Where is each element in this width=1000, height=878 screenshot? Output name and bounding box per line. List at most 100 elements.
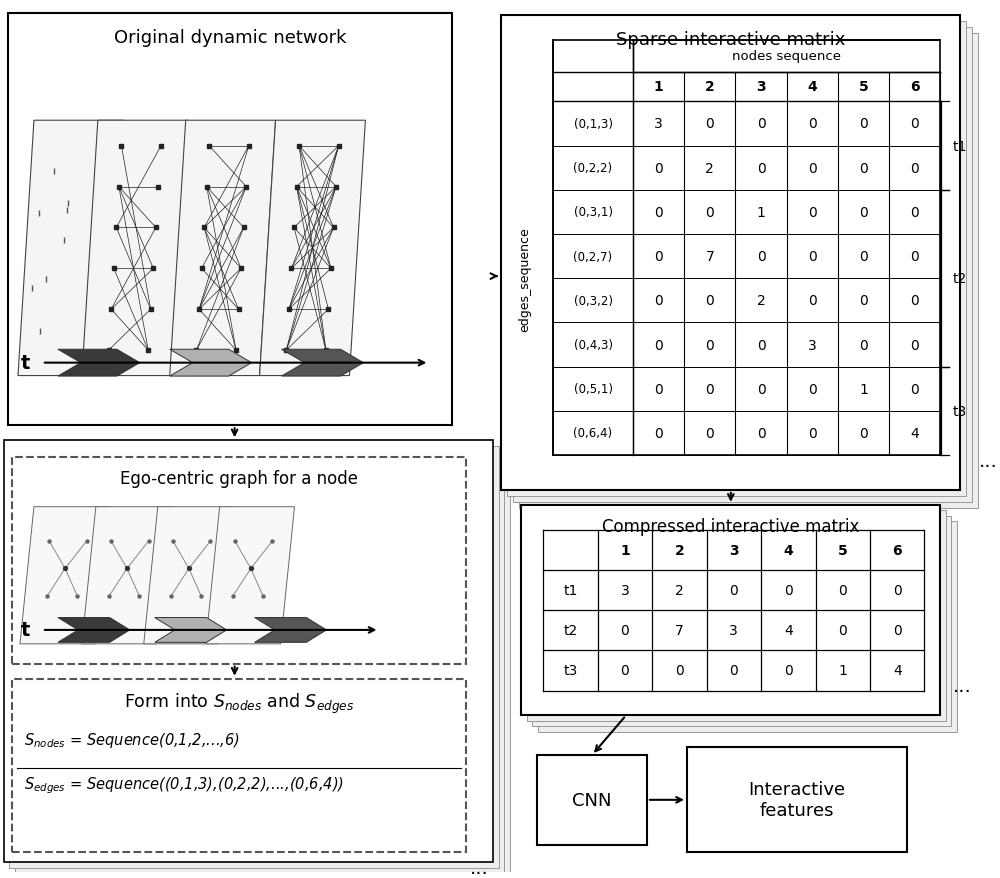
Text: 0: 0 [705,205,714,220]
FancyBboxPatch shape [519,33,978,508]
Text: 4: 4 [893,664,902,678]
Text: (0,5,1): (0,5,1) [574,383,613,396]
Text: 0: 0 [910,338,919,352]
Text: 0: 0 [784,583,793,597]
Text: t2: t2 [563,623,577,637]
Text: 0: 0 [808,382,817,396]
FancyBboxPatch shape [521,505,940,716]
Text: 0: 0 [729,583,738,597]
Text: 1: 1 [620,543,630,557]
Text: 0: 0 [859,162,868,176]
Text: (0,3,2): (0,3,2) [574,294,613,307]
Text: 0: 0 [757,162,765,176]
Text: 0: 0 [859,118,868,132]
Text: 0: 0 [654,250,663,263]
FancyBboxPatch shape [687,747,907,853]
Text: 4: 4 [783,543,793,557]
Text: t: t [20,621,30,640]
Text: Compressed interactive matrix: Compressed interactive matrix [602,517,859,535]
Text: 1: 1 [654,81,663,94]
Text: 2: 2 [675,583,684,597]
Text: 3: 3 [729,543,739,557]
Text: Sparse interactive matrix: Sparse interactive matrix [616,31,845,49]
Text: 6: 6 [910,81,920,94]
Text: 0: 0 [859,338,868,352]
Text: 0: 0 [808,427,817,441]
Text: 3: 3 [729,623,738,637]
Text: 0: 0 [757,338,765,352]
Text: 0: 0 [654,205,663,220]
Text: 7: 7 [705,250,714,263]
Polygon shape [170,121,276,376]
Text: 0: 0 [808,294,817,308]
Text: 0: 0 [859,205,868,220]
Text: Original dynamic network: Original dynamic network [114,29,346,47]
Text: (0,2,2): (0,2,2) [573,162,613,175]
Text: 0: 0 [910,294,919,308]
Text: 2: 2 [705,162,714,176]
Text: 0: 0 [654,427,663,441]
FancyBboxPatch shape [9,446,499,867]
Polygon shape [170,349,252,377]
Polygon shape [20,507,109,644]
Text: 0: 0 [859,250,868,263]
Text: (0,3,1): (0,3,1) [574,206,613,220]
Polygon shape [260,121,365,376]
Text: 0: 0 [654,382,663,396]
Text: 3: 3 [808,338,817,352]
Text: 0: 0 [910,382,919,396]
Text: 2: 2 [674,543,684,557]
Text: 0: 0 [705,294,714,308]
Text: 0: 0 [808,118,817,132]
FancyBboxPatch shape [507,22,966,496]
Text: ...: ... [953,676,972,695]
Text: Form into $S_{nodes}$ and $S_{edges}$: Form into $S_{nodes}$ and $S_{edges}$ [124,691,354,715]
FancyBboxPatch shape [12,679,466,853]
Text: 0: 0 [757,427,765,441]
FancyBboxPatch shape [8,14,452,426]
Text: 0: 0 [838,623,847,637]
Polygon shape [255,618,326,643]
Text: t3: t3 [952,405,967,418]
Text: 5: 5 [859,81,868,94]
Text: 3: 3 [756,81,766,94]
Text: edges_sequence: edges_sequence [519,227,532,331]
FancyBboxPatch shape [12,457,466,664]
Text: Ego-centric graph for a node: Ego-centric graph for a node [120,470,358,487]
Text: 0: 0 [910,118,919,132]
Polygon shape [82,507,171,644]
Text: 0: 0 [859,427,868,441]
Text: t2: t2 [952,272,967,286]
Polygon shape [155,618,227,643]
Text: 0: 0 [893,623,902,637]
Text: 0: 0 [705,382,714,396]
Text: ...: ... [470,858,489,877]
FancyBboxPatch shape [513,28,972,502]
Text: $S_{edges}$ = Sequence((0,1,3),(0,2,2),...,(0,6,4)): $S_{edges}$ = Sequence((0,1,3),(0,2,2),.… [24,774,344,795]
Text: 0: 0 [808,250,817,263]
FancyBboxPatch shape [527,511,946,721]
Polygon shape [282,349,363,377]
Text: 0: 0 [808,162,817,176]
FancyBboxPatch shape [15,451,504,874]
Text: CNN: CNN [572,791,612,809]
Text: t1: t1 [563,583,578,597]
FancyBboxPatch shape [501,16,960,490]
Text: 0: 0 [654,294,663,308]
Text: 0: 0 [910,205,919,220]
Text: 0: 0 [675,664,684,678]
Text: 2: 2 [757,294,765,308]
FancyBboxPatch shape [20,457,510,878]
Text: 3: 3 [654,118,663,132]
Bar [553,40,940,456]
FancyBboxPatch shape [538,522,957,732]
Text: 4: 4 [784,623,793,637]
Text: 0: 0 [705,427,714,441]
Text: t3: t3 [563,664,577,678]
Text: 7: 7 [675,623,684,637]
Text: 0: 0 [893,583,902,597]
Text: 1: 1 [859,382,868,396]
FancyBboxPatch shape [537,755,647,845]
Polygon shape [206,507,295,644]
Text: 0: 0 [620,664,629,678]
